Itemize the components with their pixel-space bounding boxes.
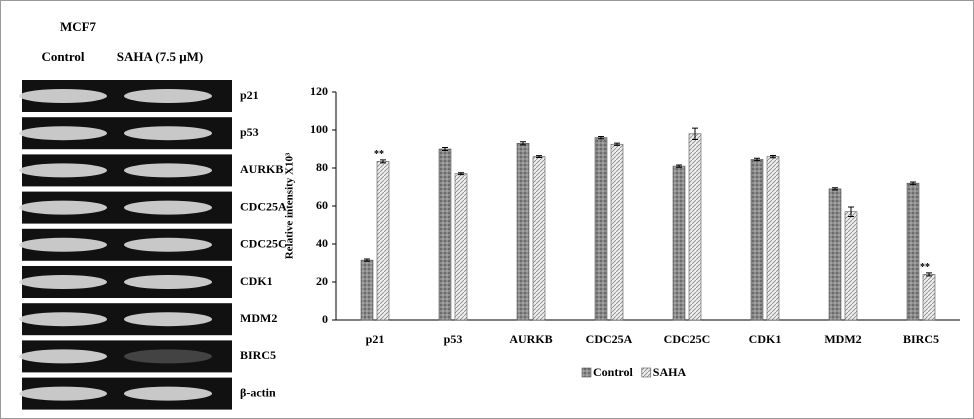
bar bbox=[751, 159, 763, 320]
y-tick-label: 120 bbox=[310, 84, 328, 98]
legend-swatch bbox=[582, 368, 591, 377]
bar bbox=[611, 144, 623, 320]
blot-band bbox=[19, 126, 107, 140]
x-tick-label: AURKB bbox=[509, 332, 552, 346]
bar bbox=[673, 166, 685, 320]
x-tick-label: BIRC5 bbox=[903, 332, 939, 346]
blot-band bbox=[19, 349, 107, 363]
bar bbox=[377, 161, 389, 320]
annotation: ** bbox=[374, 149, 384, 160]
x-tick-label: CDC25C bbox=[664, 332, 711, 346]
blot-band bbox=[19, 163, 107, 177]
protein-label: CDC25C bbox=[240, 237, 287, 251]
bar bbox=[533, 157, 545, 320]
blot-band bbox=[124, 275, 212, 289]
blot-band bbox=[124, 238, 212, 252]
bar bbox=[829, 189, 841, 320]
protein-label: BIRC5 bbox=[240, 348, 276, 362]
protein-label: CDK1 bbox=[240, 274, 273, 288]
blot-band bbox=[124, 312, 212, 326]
x-tick-label: p53 bbox=[444, 332, 463, 346]
blot-band bbox=[19, 89, 107, 103]
blot-band bbox=[124, 89, 212, 103]
blot-band bbox=[124, 387, 212, 401]
y-tick-label: 100 bbox=[310, 122, 328, 136]
blot-band bbox=[124, 126, 212, 140]
legend-label: SAHA bbox=[653, 365, 687, 379]
legend-label: Control bbox=[593, 365, 633, 379]
cell-line: MCF7 bbox=[60, 19, 97, 34]
figure: MCF7 Control SAHA (7.5 μM) Relative inte… bbox=[0, 0, 974, 419]
blot-band bbox=[19, 387, 107, 401]
bar bbox=[595, 138, 607, 320]
lane-label: Control bbox=[41, 49, 84, 64]
annotation: ** bbox=[920, 262, 930, 273]
blot-band bbox=[124, 349, 212, 363]
protein-label: p21 bbox=[240, 88, 259, 102]
bar bbox=[517, 143, 529, 320]
y-tick-label: 40 bbox=[316, 236, 328, 250]
x-tick-label: CDK1 bbox=[749, 332, 782, 346]
blot-band bbox=[124, 163, 212, 177]
bar bbox=[361, 260, 373, 320]
bar bbox=[845, 212, 857, 320]
bar bbox=[689, 134, 701, 320]
bar bbox=[923, 274, 935, 320]
blot-band bbox=[19, 312, 107, 326]
blot-band bbox=[19, 275, 107, 289]
blot-band bbox=[19, 238, 107, 252]
x-tick-label: p21 bbox=[366, 332, 385, 346]
bar bbox=[439, 149, 451, 320]
blot-band bbox=[19, 201, 107, 215]
protein-label: CDC25A bbox=[240, 199, 287, 213]
blot-band bbox=[124, 201, 212, 215]
x-tick-label: CDC25A bbox=[586, 332, 633, 346]
x-tick-label: MDM2 bbox=[824, 332, 861, 346]
protein-label: AURKB bbox=[240, 162, 283, 176]
bar bbox=[767, 157, 779, 320]
legend-swatch bbox=[642, 368, 651, 377]
y-tick-label: 0 bbox=[322, 312, 328, 326]
lane-label: SAHA (7.5 μM) bbox=[117, 49, 203, 64]
y-tick-label: 20 bbox=[316, 274, 328, 288]
y-tick-label: 80 bbox=[316, 160, 328, 174]
bar bbox=[455, 174, 467, 320]
bar bbox=[907, 183, 919, 320]
protein-label: MDM2 bbox=[240, 311, 277, 325]
y-tick-label: 60 bbox=[316, 198, 328, 212]
protein-label: p53 bbox=[240, 125, 259, 139]
protein-label: β-actin bbox=[240, 385, 276, 399]
